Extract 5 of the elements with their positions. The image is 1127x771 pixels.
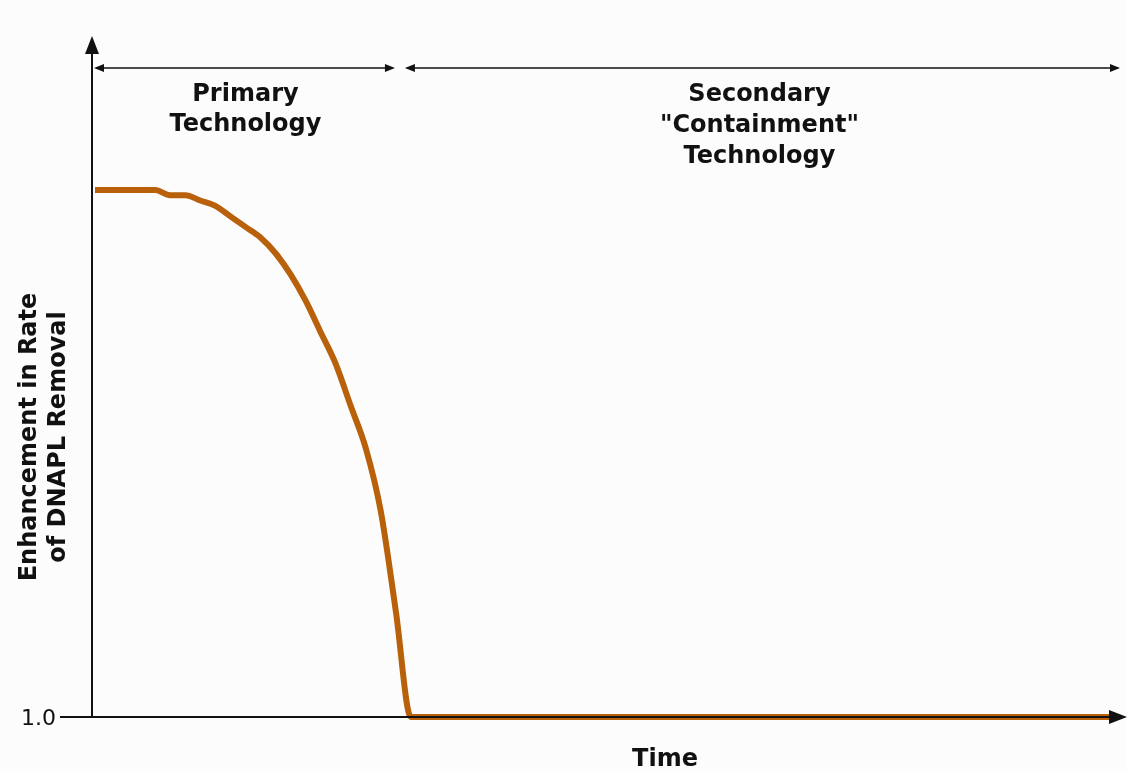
y-axis-title: Enhancement in Rate of DNAPL Removal <box>14 292 71 582</box>
text: Primary Technology <box>169 79 322 137</box>
x-axis-title: Time <box>632 744 698 771</box>
text: Secondary "Containment" Technology <box>659 79 859 169</box>
text: 1.0 <box>21 705 56 730</box>
